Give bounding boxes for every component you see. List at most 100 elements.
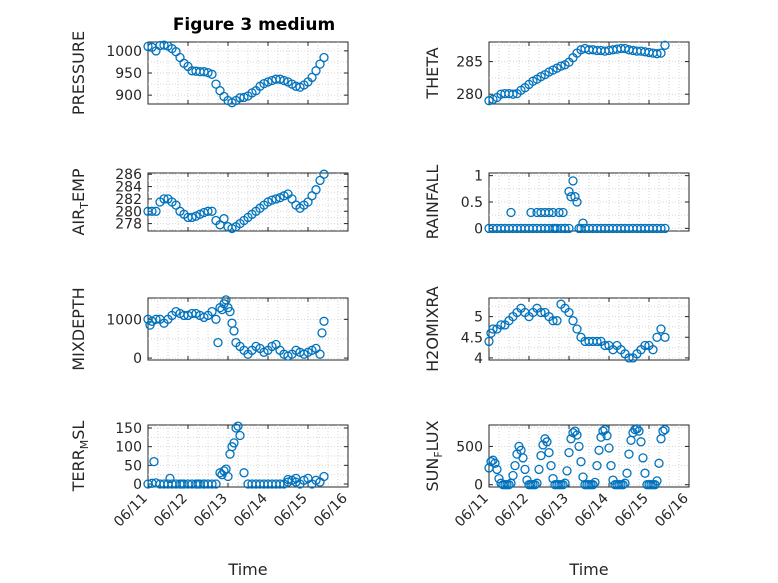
data-point bbox=[207, 306, 217, 317]
data-point bbox=[568, 176, 578, 186]
data-point bbox=[656, 48, 666, 58]
data-point bbox=[187, 212, 197, 223]
y-axis-label: H2OMIXRA bbox=[423, 286, 442, 372]
data-point bbox=[484, 336, 494, 347]
data-point bbox=[147, 206, 157, 216]
data-point bbox=[165, 473, 175, 484]
data-point bbox=[307, 72, 317, 83]
y-tick-label: 0.5 bbox=[461, 195, 483, 211]
data-point bbox=[233, 421, 243, 431]
data-point bbox=[231, 423, 241, 433]
data-point bbox=[640, 468, 650, 478]
data-point bbox=[506, 207, 516, 218]
subplot-rainfall: 0 0.5 1 RAINFALL bbox=[423, 165, 690, 240]
data-point bbox=[596, 432, 606, 442]
y-axis-label: RAINFALL bbox=[423, 165, 442, 240]
data-point bbox=[229, 326, 239, 336]
y-tick-label: 284 bbox=[115, 180, 142, 196]
data-point bbox=[536, 450, 546, 461]
data-point bbox=[544, 447, 554, 458]
data-point bbox=[263, 77, 273, 87]
data-point bbox=[315, 59, 325, 69]
data-point bbox=[159, 40, 169, 50]
data-point bbox=[315, 349, 325, 359]
y-tick-label: 1 bbox=[474, 169, 483, 185]
data-point bbox=[536, 307, 546, 318]
y-tick-label: 1000 bbox=[106, 44, 142, 60]
data-point bbox=[564, 307, 574, 318]
y-tick-label: 278 bbox=[115, 217, 142, 233]
data-point bbox=[640, 340, 650, 351]
data-point bbox=[221, 464, 231, 474]
data-point bbox=[600, 424, 610, 435]
data-point bbox=[602, 431, 612, 441]
y-label-rest: EMP bbox=[69, 168, 88, 202]
data-point bbox=[660, 332, 670, 342]
y-label-main: TERR bbox=[69, 449, 88, 492]
data-point bbox=[564, 186, 574, 197]
data-point bbox=[562, 466, 572, 476]
data-point bbox=[486, 457, 496, 467]
data-point bbox=[606, 460, 616, 471]
figure-title: Figure 3 medium bbox=[173, 15, 335, 35]
y-label-main: RAINFALL bbox=[423, 165, 442, 240]
y-label-main: AIR bbox=[69, 209, 88, 236]
data-point bbox=[311, 66, 321, 76]
y-axis-label: AIRTEMP bbox=[69, 168, 91, 235]
data-point bbox=[207, 69, 217, 79]
data-point bbox=[660, 223, 670, 234]
data-point bbox=[574, 441, 584, 452]
data-point bbox=[572, 324, 582, 334]
subplot-theta: 280 285 THETA bbox=[423, 40, 690, 106]
data-point bbox=[211, 479, 221, 489]
data-point bbox=[594, 445, 604, 455]
y-tick-label: 50 bbox=[124, 458, 142, 474]
data-point bbox=[319, 316, 329, 326]
data-point bbox=[213, 337, 223, 348]
data-point bbox=[508, 470, 518, 481]
data-point bbox=[566, 192, 576, 202]
y-axis-label: TERRMSL bbox=[69, 421, 91, 493]
data-point bbox=[570, 192, 580, 202]
data-point bbox=[634, 426, 644, 436]
data-point bbox=[291, 473, 301, 484]
data-point bbox=[319, 169, 329, 179]
y-axis-label: THETA bbox=[423, 47, 442, 99]
data-point bbox=[319, 52, 329, 63]
y-label-rest: SL bbox=[69, 421, 88, 440]
y-label-subscript: F bbox=[432, 451, 445, 457]
data-point bbox=[530, 480, 540, 490]
y-tick-label: 500 bbox=[456, 439, 483, 455]
data-point bbox=[211, 79, 221, 89]
data-point bbox=[624, 449, 634, 459]
data-point bbox=[572, 197, 582, 207]
data-point bbox=[660, 40, 670, 50]
data-point bbox=[652, 49, 662, 59]
data-point bbox=[271, 194, 281, 204]
y-tick-label: 0 bbox=[474, 478, 483, 494]
data-point bbox=[588, 480, 598, 490]
data-point bbox=[544, 207, 554, 218]
data-point bbox=[576, 457, 586, 467]
data-point bbox=[560, 478, 570, 488]
data-point bbox=[504, 480, 514, 490]
data-point bbox=[193, 479, 203, 489]
y-axis-label: SUNFLUX bbox=[423, 420, 445, 491]
data-point bbox=[492, 464, 502, 475]
x-axis-label: Time bbox=[568, 560, 608, 579]
y-tick-label: 0 bbox=[133, 351, 142, 367]
data-point bbox=[267, 195, 277, 205]
data-point bbox=[618, 480, 628, 490]
y-tick-label: 4.5 bbox=[461, 330, 483, 346]
y-label-main: MIXDEPTH bbox=[69, 287, 88, 370]
data-point bbox=[620, 478, 630, 488]
data-point bbox=[225, 306, 235, 317]
y-tick-label: 0 bbox=[474, 221, 483, 237]
data-point bbox=[542, 437, 552, 447]
data-point bbox=[207, 206, 217, 216]
data-point bbox=[508, 89, 518, 99]
y-axis-label: PRESSURE bbox=[69, 31, 88, 115]
